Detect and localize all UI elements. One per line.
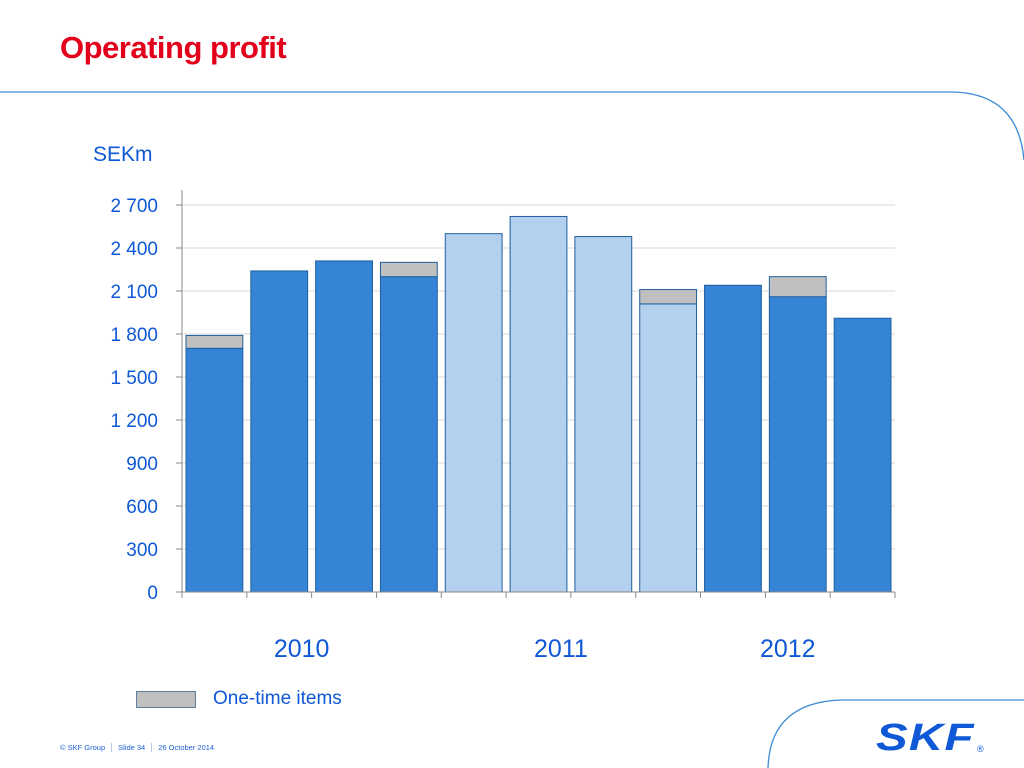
footer: © SKF Group Slide 34 26 October 2014 bbox=[60, 743, 226, 752]
y-tick-label: 2 100 bbox=[110, 282, 158, 303]
y-tick-label: 2 400 bbox=[110, 239, 158, 260]
skf-logo-text: SKF bbox=[876, 717, 975, 759]
bottom-frame-curve bbox=[767, 699, 1024, 768]
bar-base bbox=[768, 296, 827, 593]
y-tick-label: 300 bbox=[126, 540, 158, 561]
y-tick-label: 1 200 bbox=[110, 411, 158, 432]
bar-base bbox=[444, 233, 503, 593]
footer-copyright: © SKF Group bbox=[60, 743, 113, 752]
footer-slide-number: Slide 34 bbox=[118, 743, 153, 752]
top-frame-line bbox=[0, 91, 1024, 161]
y-tick-label: 900 bbox=[126, 454, 158, 475]
bar-one-time-items bbox=[768, 276, 827, 298]
chart-legend: One-time items bbox=[136, 688, 342, 710]
legend-label-one-time-items: One-time items bbox=[213, 688, 342, 709]
bar-base bbox=[833, 317, 892, 593]
y-tick-label: 2 700 bbox=[110, 196, 158, 217]
legend-swatch-one-time-items bbox=[136, 690, 196, 708]
skf-logo: SKF ® bbox=[876, 719, 984, 757]
bar-base bbox=[704, 284, 762, 593]
bar-base bbox=[315, 260, 373, 593]
bar-one-time-items bbox=[639, 289, 698, 305]
x-category-label: 2010 bbox=[274, 635, 330, 663]
y-tick-label: 1 800 bbox=[110, 325, 158, 346]
registered-mark: ® bbox=[977, 744, 984, 754]
bar-one-time-items bbox=[379, 261, 438, 278]
x-category-label: 2011 bbox=[534, 635, 588, 663]
y-tick-label: 0 bbox=[147, 583, 158, 604]
bar-base bbox=[250, 270, 309, 593]
y-tick-label: 600 bbox=[126, 497, 158, 518]
x-category-label: 2012 bbox=[760, 635, 816, 663]
y-tick-label: 1 500 bbox=[110, 368, 158, 389]
bar-base bbox=[379, 276, 438, 593]
y-unit-label: SEKm bbox=[93, 143, 153, 166]
bar-one-time-items bbox=[185, 334, 244, 349]
bar-base bbox=[509, 215, 568, 593]
bar-base bbox=[574, 236, 633, 593]
footer-date: 26 October 2014 bbox=[158, 743, 215, 752]
slide-title: Operating profit bbox=[60, 30, 287, 65]
bar-base bbox=[185, 347, 244, 593]
bar-base bbox=[639, 303, 698, 593]
